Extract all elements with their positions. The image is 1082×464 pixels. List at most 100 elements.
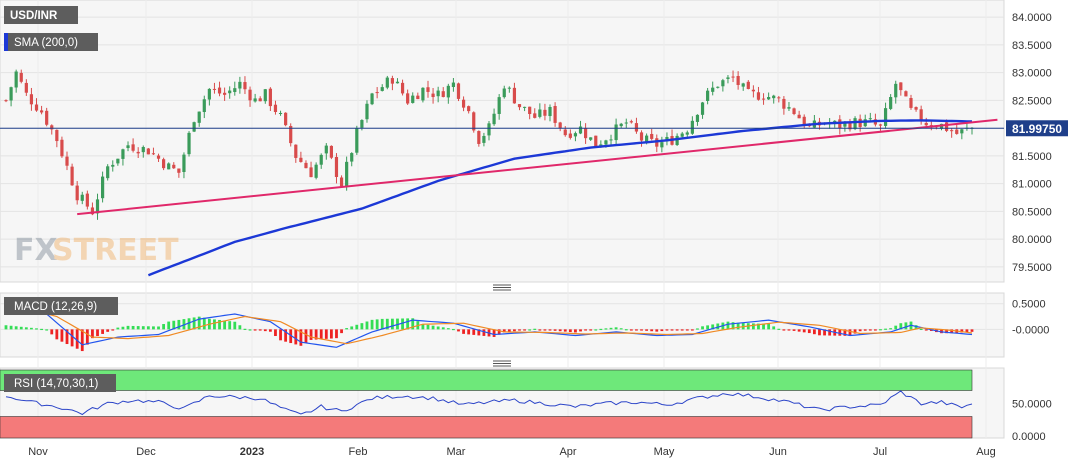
macd-histogram-bar bbox=[584, 329, 587, 331]
macd-histogram-bar bbox=[965, 329, 969, 333]
macd-histogram-bar bbox=[782, 329, 786, 331]
candle-body bbox=[472, 112, 476, 131]
candle-body bbox=[751, 89, 755, 92]
candle-body bbox=[370, 93, 374, 105]
candle-body bbox=[14, 71, 18, 88]
macd-line bbox=[5, 300, 973, 348]
macd-histogram-bar bbox=[874, 329, 877, 331]
macd-histogram-bar bbox=[452, 328, 455, 331]
macd-histogram-bar bbox=[335, 329, 338, 339]
candle-body bbox=[156, 155, 161, 159]
macd-histogram-bar bbox=[706, 325, 710, 330]
time-tick-label: Dec bbox=[136, 446, 156, 458]
candle-body bbox=[65, 156, 69, 166]
candle-body bbox=[604, 140, 608, 145]
candle-body bbox=[131, 144, 135, 151]
candle-body bbox=[695, 114, 700, 122]
candle-body bbox=[406, 93, 410, 104]
candle-body bbox=[680, 133, 684, 137]
macd-histogram-bar bbox=[355, 324, 359, 330]
macd-histogram-bar bbox=[391, 318, 394, 330]
candle-body bbox=[90, 207, 95, 215]
macd-histogram-bar bbox=[924, 329, 928, 331]
macd-histogram-bar bbox=[406, 318, 410, 330]
candle-body bbox=[685, 132, 689, 135]
candle-body bbox=[9, 87, 13, 101]
candle-body bbox=[502, 88, 506, 98]
candle-body bbox=[426, 87, 430, 92]
macd-histogram-bar bbox=[970, 329, 974, 332]
candle-body bbox=[121, 149, 125, 159]
macd-histogram-bar bbox=[670, 329, 674, 331]
candle-body bbox=[95, 199, 100, 214]
sma-tag[interactable]: SMA (200,0) bbox=[4, 33, 98, 51]
macd-signal-line bbox=[5, 303, 973, 345]
candle-body bbox=[609, 139, 613, 141]
candle-body bbox=[848, 122, 852, 130]
macd-histogram-bar bbox=[274, 329, 277, 337]
candle-body bbox=[960, 129, 964, 134]
macd-histogram-bar bbox=[457, 329, 460, 332]
macd-histogram-bar bbox=[436, 326, 440, 330]
rsi-line bbox=[5, 390, 973, 416]
macd-histogram-bar bbox=[599, 328, 603, 331]
macd-histogram-bar bbox=[507, 329, 511, 332]
rsi-label: RSI (14,70,30,1) bbox=[14, 378, 99, 390]
macd-histogram-bar bbox=[533, 328, 537, 330]
macd-histogram-bar bbox=[513, 329, 516, 332]
time-tick-label: Aug bbox=[976, 446, 996, 458]
macd-tick-label: 0.5000 bbox=[1012, 299, 1046, 311]
candle-body bbox=[202, 99, 206, 113]
macd-histogram-bar bbox=[696, 328, 699, 330]
rsi-tag[interactable]: RSI (14,70,30,1) bbox=[4, 374, 116, 392]
macd-histogram-bar bbox=[182, 319, 186, 330]
candle-body bbox=[50, 125, 54, 130]
candle-body bbox=[584, 128, 588, 139]
candle-body bbox=[883, 108, 888, 126]
candle-body bbox=[700, 102, 705, 115]
watermark-fx: FX bbox=[14, 233, 58, 268]
candle-body bbox=[675, 135, 679, 146]
macd-histogram-bar bbox=[385, 318, 389, 330]
macd-histogram-bar bbox=[879, 329, 882, 331]
rsi-oversold-zone bbox=[0, 416, 973, 439]
candle-body bbox=[594, 135, 598, 148]
macd-histogram-bar bbox=[818, 329, 821, 336]
macd-histogram-bar bbox=[157, 326, 160, 330]
macd-histogram-bar bbox=[919, 328, 923, 331]
time-tick-label: May bbox=[654, 446, 675, 458]
macd-histogram-bar bbox=[19, 326, 23, 330]
macd-histogram-bar bbox=[762, 323, 765, 330]
candle-body bbox=[492, 113, 496, 125]
candle-body bbox=[553, 105, 557, 123]
macd-resize-handle[interactable] bbox=[493, 284, 511, 291]
candle-body bbox=[792, 108, 796, 114]
macd-tag[interactable]: MACD (12,26,9) bbox=[4, 297, 118, 315]
rsi-resize-handle[interactable] bbox=[493, 360, 511, 367]
price-tick-label: 81.0000 bbox=[1012, 179, 1052, 191]
candle-body bbox=[843, 122, 847, 127]
macd-histogram-bar bbox=[497, 329, 501, 335]
symbol-tag[interactable]: USD/INR bbox=[4, 6, 78, 24]
candle-body bbox=[746, 81, 750, 89]
candle-body bbox=[19, 72, 23, 82]
price-tick-label: 84.0000 bbox=[1012, 12, 1052, 24]
macd-histogram-bar bbox=[767, 324, 771, 330]
candle-body bbox=[909, 98, 913, 108]
macd-histogram-bar bbox=[65, 329, 69, 345]
candle-body bbox=[517, 104, 522, 108]
macd-histogram-bar bbox=[660, 329, 664, 332]
macd-histogram-bar bbox=[329, 329, 333, 339]
macd-histogram-bar bbox=[223, 320, 227, 330]
macd-histogram-bar bbox=[111, 329, 115, 331]
candle-body bbox=[660, 142, 664, 148]
candle-body bbox=[39, 110, 44, 113]
macd-histogram-bar bbox=[812, 329, 816, 335]
candle-body bbox=[390, 78, 394, 84]
macd-histogram-bar bbox=[309, 329, 313, 340]
candle-body bbox=[400, 82, 405, 94]
time-tick-label: Feb bbox=[349, 446, 368, 458]
price-tick-label: 81.5000 bbox=[1012, 151, 1052, 163]
candle-body bbox=[512, 87, 517, 104]
